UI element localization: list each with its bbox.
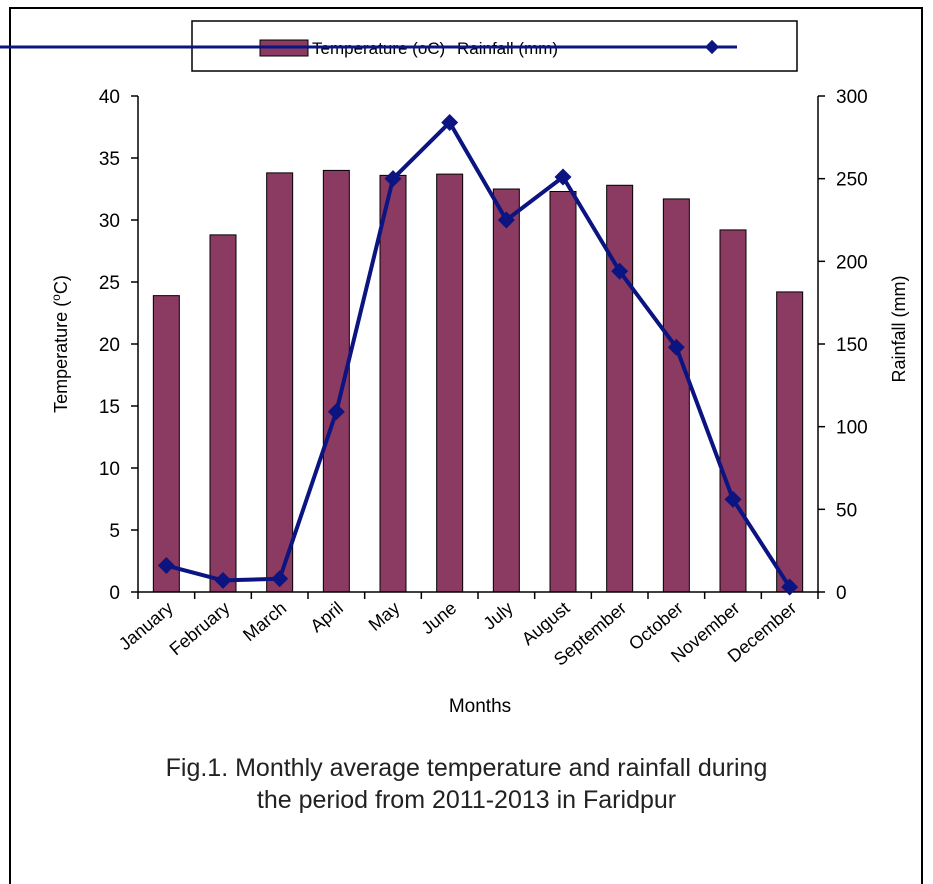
temperature-bar-july <box>492 188 520 593</box>
x-tick-label-june: June <box>417 598 460 638</box>
y-left-tick-label: 40 <box>99 87 120 108</box>
x-tick-label-february: February <box>166 598 234 660</box>
rainfall-point-october <box>667 338 685 356</box>
y-left-tick-label: 30 <box>99 211 120 232</box>
y-axis-title-left-end: C) <box>51 275 71 294</box>
y-right-tick-label: 100 <box>836 418 868 439</box>
y-left-tick-label: 25 <box>99 273 120 294</box>
y-left-tick-label: 5 <box>109 521 120 542</box>
rainfall-point-november <box>724 490 742 508</box>
temperature-bar-september <box>606 184 634 593</box>
rainfall-point-june <box>441 113 459 131</box>
rainfall-point-july <box>497 211 515 229</box>
figure-caption-line-1: Fig.1. Monthly average temperature and r… <box>165 754 768 782</box>
x-tick-label-march: March <box>239 598 290 645</box>
temperature-bar-october <box>662 198 690 593</box>
y-axis-title-right: Rainfall (mm) <box>889 275 909 382</box>
y-axis-title-left-sup: o <box>49 294 63 301</box>
rainfall-point-september <box>611 262 629 280</box>
rainfall-line <box>165 120 792 589</box>
rainfall-point-april <box>327 403 345 421</box>
x-axis-title: Months <box>449 696 511 717</box>
rainfall-point-march <box>271 570 289 588</box>
y-right-tick-label: 50 <box>836 500 857 521</box>
y-left-tick-label: 0 <box>109 583 120 604</box>
plot-area: 0510152025303540050100150200250300Januar… <box>99 87 868 670</box>
figure-caption-line-2: the period from 2011-2013 in Faridpur <box>256 786 677 814</box>
rainfall-point-december <box>781 578 799 596</box>
y-right-tick-label: 300 <box>836 87 868 108</box>
y-right-tick-label: 200 <box>836 252 868 273</box>
rainfall-point-february <box>214 571 232 589</box>
y-left-tick-label: 15 <box>99 397 120 418</box>
temperature-bar-november <box>719 229 747 593</box>
temperature-bar-may <box>379 174 407 593</box>
y-left-tick-label: 20 <box>99 335 120 356</box>
x-tick-label-may: May <box>365 598 404 635</box>
y-right-tick-label: 150 <box>836 335 868 356</box>
temperature-bar-june <box>436 173 464 593</box>
temperature-bar-february <box>209 234 237 593</box>
outer-border <box>9 7 923 884</box>
y-right-tick-label: 0 <box>836 583 847 604</box>
y-left-tick-label: 35 <box>99 149 120 170</box>
rainfall-point-january <box>157 557 175 575</box>
x-tick-label-july: July <box>480 598 517 634</box>
y-left-tick-label: 10 <box>99 459 120 480</box>
rainfall-point-may <box>384 170 402 188</box>
x-tick-label-april: April <box>306 598 346 636</box>
temperature-bar-august <box>549 190 577 593</box>
temperature-bar-january <box>152 295 180 593</box>
temperature-bar-march <box>266 172 294 593</box>
temperature-bar-december <box>776 291 804 593</box>
rainfall-point-august <box>554 168 572 186</box>
legend-line-marker <box>704 39 720 55</box>
y-axis-title-left: Temperature (oC) <box>49 275 71 413</box>
y-axis-title-left-main: Temperature ( <box>51 301 71 413</box>
legend: Temperature (oC) Rainfall (mm) <box>0 20 798 72</box>
y-right-tick-label: 250 <box>836 170 868 191</box>
